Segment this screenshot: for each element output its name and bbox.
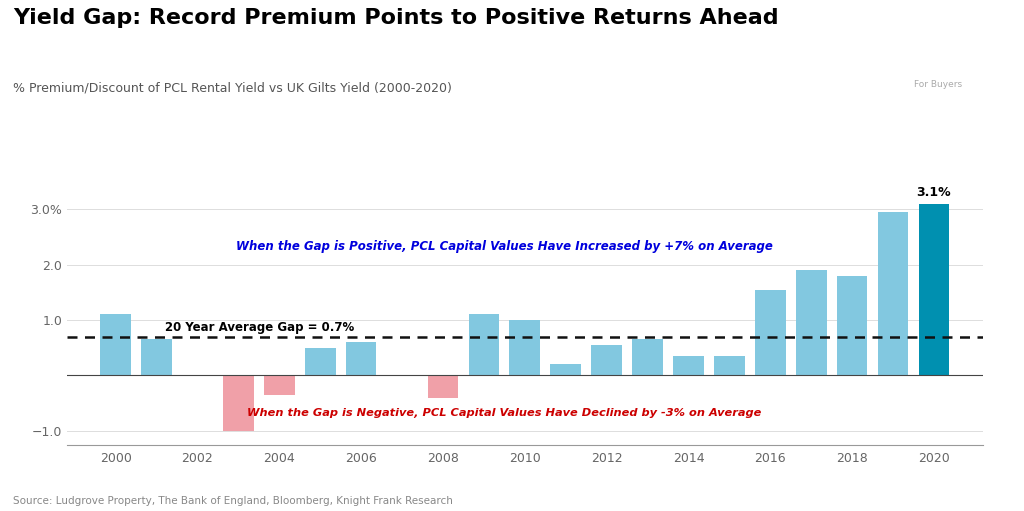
Bar bbox=[428, 376, 459, 398]
Bar bbox=[550, 364, 581, 376]
Text: Ludgrove Property: Ludgrove Property bbox=[885, 44, 991, 54]
Bar bbox=[878, 212, 908, 376]
Bar bbox=[469, 314, 500, 376]
Text: Yield Gap: Record Premium Points to Positive Returns Ahead: Yield Gap: Record Premium Points to Posi… bbox=[13, 8, 779, 28]
Text: When the Gap is Negative, PCL Capital Values Have Declined by -3% on Average: When the Gap is Negative, PCL Capital Va… bbox=[247, 408, 762, 418]
Text: % Premium/Discount of PCL Rental Yield vs UK Gilts Yield (2000-2020): % Premium/Discount of PCL Rental Yield v… bbox=[13, 82, 453, 95]
Bar bbox=[223, 376, 254, 431]
Bar bbox=[919, 204, 949, 376]
Bar bbox=[755, 290, 785, 376]
Bar bbox=[510, 320, 540, 376]
Bar bbox=[714, 356, 744, 376]
Text: Source: Ludgrove Property, The Bank of England, Bloomberg, Knight Frank Research: Source: Ludgrove Property, The Bank of E… bbox=[13, 496, 454, 506]
Bar bbox=[796, 270, 826, 376]
Bar bbox=[632, 339, 663, 376]
Text: When the Gap is Positive, PCL Capital Values Have Increased by +7% on Average: When the Gap is Positive, PCL Capital Va… bbox=[236, 241, 773, 253]
Bar bbox=[305, 347, 336, 376]
Bar bbox=[591, 345, 622, 376]
Bar bbox=[264, 376, 295, 394]
Bar bbox=[837, 276, 867, 376]
Bar bbox=[673, 356, 703, 376]
Bar bbox=[346, 342, 377, 376]
Bar bbox=[100, 314, 131, 376]
Text: For Buyers: For Buyers bbox=[913, 80, 962, 89]
Text: 3.1%: 3.1% bbox=[916, 187, 951, 199]
Bar bbox=[141, 339, 172, 376]
Text: 20 Year Average Gap = 0.7%: 20 Year Average Gap = 0.7% bbox=[165, 321, 354, 334]
